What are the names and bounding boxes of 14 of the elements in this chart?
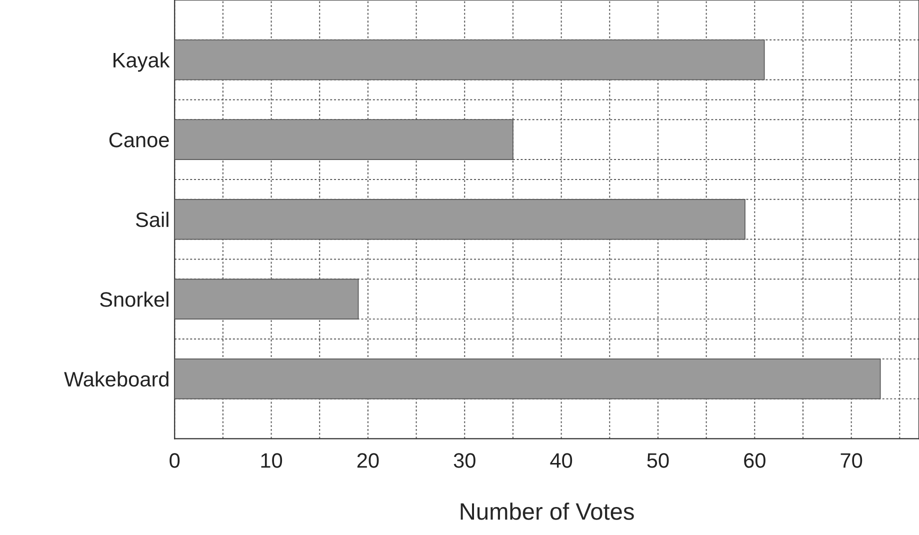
y-tick-label: Kayak [114, 52, 170, 72]
y-tick-label: Snorkel [100, 292, 168, 307]
y-tick-label: Wakeboard [64, 371, 168, 387]
y-tick-label: Sail [136, 212, 168, 228]
x-tick-label: 30 [454, 453, 476, 468]
x-tick-label: 10 [261, 453, 282, 468]
x-tick-label: 40 [550, 453, 572, 468]
x-tick-label: 60 [744, 453, 766, 468]
x-tick-label: 70 [840, 453, 862, 468]
x-tick-label: 20 [357, 453, 379, 468]
x-tick-label: 50 [647, 453, 669, 468]
x-tick-label: 0 [170, 453, 180, 468]
x-axis-title: Number of Votes [460, 502, 634, 520]
y-tick-label: Canoe [109, 132, 169, 148]
